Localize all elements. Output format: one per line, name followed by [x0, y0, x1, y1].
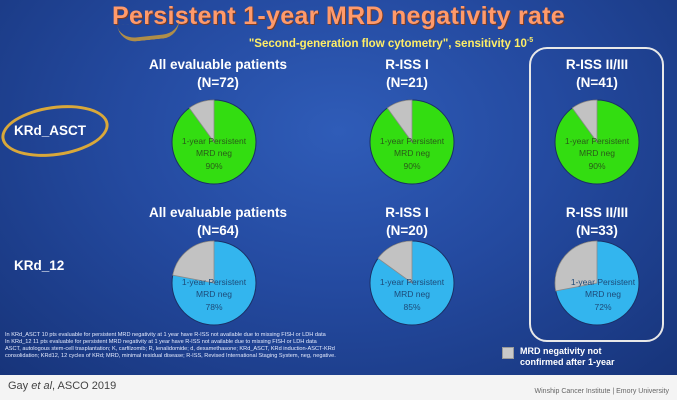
citation: Gay et al, ASCO 2019 [8, 380, 116, 392]
pie-slice-not-confirmed [554, 240, 598, 292]
pie-percent-label: 90% [205, 161, 222, 171]
subgroup-label: All evaluable patients [148, 57, 288, 72]
col-label-all-asct: All evaluable patients (N=72) [118, 56, 318, 91]
pie-slice-label: 1-year Persistent [565, 136, 630, 146]
pie-percent-label: 90% [403, 161, 420, 171]
r-iss-ii-iii-frame [529, 47, 664, 342]
legend-label: MRD negativity not confirmed after 1-yea… [520, 346, 615, 368]
pie-1: 1-year Persistent MRD neg 90% [369, 99, 455, 185]
subgroup-label: All evaluable patients [148, 205, 288, 220]
pie-percent-label: 90% [588, 161, 605, 171]
n-label: (N=21) [386, 74, 428, 90]
citation-text: Gay et al, ASCO 2019 [8, 380, 117, 392]
footnote-line: consolidation; KRd12, 12 cycles of KRd; … [5, 353, 336, 360]
pie-slice-label: MRD neg [394, 148, 430, 158]
pie-slice-not-confirmed [188, 99, 215, 144]
col-label-riss1-asct: R-ISS I (N=21) [347, 56, 467, 91]
pie-slice-label: MRD neg [585, 289, 621, 299]
n-label: (N=72) [197, 74, 239, 90]
slide-subtitle: "Second-generation flow cytometry", sens… [0, 37, 677, 50]
subtitle-text: "Second-generation flow cytometry", sens… [248, 37, 527, 50]
pie-slice-label: 1-year Persistent [380, 277, 445, 287]
row-label-krd-asct: KRd_ASCT [14, 123, 87, 138]
pie-slice-label: 1-year Persistent [182, 277, 247, 287]
pie-percent-label: 85% [403, 302, 420, 312]
footer-bar [0, 375, 677, 400]
slide-title: Persistent 1-year MRD negativity rate [112, 2, 565, 30]
pie-2: 1-year Persistent MRD neg 90% [554, 99, 640, 185]
pie-4: 1-year Persistent MRD neg 85% [369, 240, 455, 326]
footnote-line: In KRd_ASCT 10 pts evaluable for persist… [5, 332, 326, 338]
footnote-line: In KRd_12 11 pts evaluable for persisten… [5, 339, 317, 346]
legend-swatch-not-confirmed [502, 347, 514, 359]
n-label: (N=33) [576, 222, 618, 238]
legend: MRD negativity not confirmed after 1-yea… [502, 346, 640, 369]
pie-slice-not-confirmed [377, 240, 413, 284]
pie-slice-label: 1-year Persistent [571, 277, 636, 287]
pie-slice-label: 1-year Persistent [182, 136, 247, 146]
pie-5: 1-year Persistent MRD neg 72% [554, 240, 640, 326]
pie-slice-label: MRD neg [196, 289, 232, 299]
pie-slice-not-confirmed [172, 240, 215, 284]
n-label: (N=41) [576, 74, 618, 90]
pie-percent-label: 78% [205, 302, 222, 312]
pie-slice-not-confirmed [571, 99, 598, 144]
pie-slice-label: MRD neg [196, 148, 232, 158]
pie-percent-label: 72% [594, 302, 611, 312]
institution-name: Winship Cancer Institute | Emory Univers… [534, 388, 669, 395]
footnote-line: ASCT, autologous stem-cell trasplantatio… [5, 346, 335, 353]
pie-slice-not-confirmed [386, 99, 413, 144]
pie-slice-label: MRD neg [579, 148, 615, 158]
pie-slice-label: MRD neg [394, 289, 430, 299]
pie-slice-label: 1-year Persistent [380, 136, 445, 146]
n-label: (N=20) [386, 222, 428, 238]
footnotes: In KRd_ASCT 10 pts evaluable for persist… [5, 332, 485, 361]
n-label: (N=64) [197, 222, 239, 238]
col-label-riss23-krd12: R-ISS II/III (N=33) [537, 204, 657, 239]
subgroup-label: R-ISS II/III [565, 205, 629, 220]
subgroup-label: R-ISS I [385, 57, 429, 72]
col-label-riss23-asct: R-ISS II/III (N=41) [537, 56, 657, 91]
pie-3: 1-year Persistent MRD neg 78% [171, 240, 257, 326]
subtitle-exponent: -5 [526, 37, 534, 44]
slide: Persistent 1-year MRD negativity rate "S… [0, 0, 677, 375]
col-label-all-krd12: All evaluable patients (N=64) [118, 204, 318, 239]
col-label-riss1-krd12: R-ISS I (N=20) [347, 204, 467, 239]
row-label-krd-12: KRd_12 [14, 258, 65, 273]
subgroup-label: R-ISS I [385, 205, 429, 220]
pie-0: 1-year Persistent MRD neg 90% [171, 99, 257, 185]
subgroup-label: R-ISS II/III [565, 57, 629, 72]
